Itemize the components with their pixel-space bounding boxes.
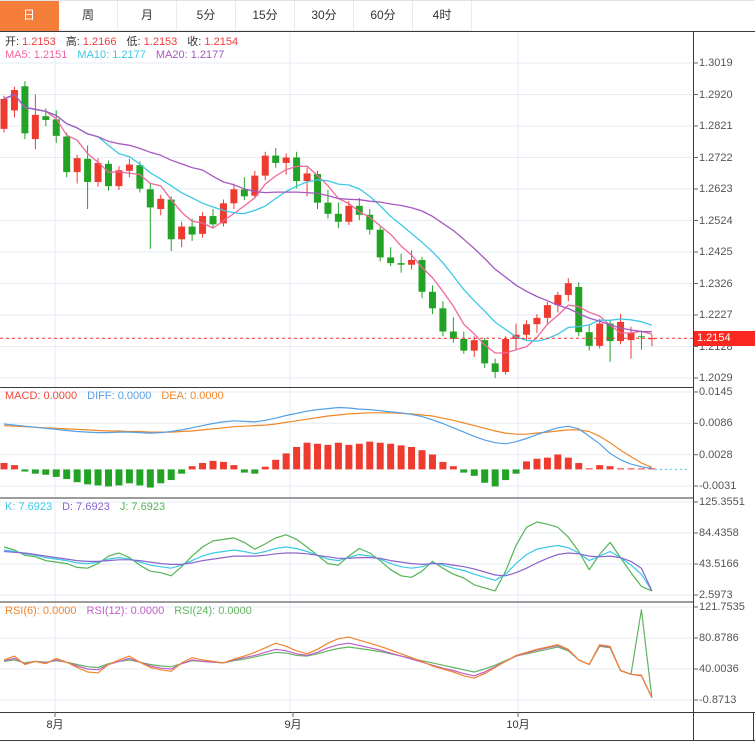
- tab-bar: 日周月 5分 15分 30分 60分 4时: [0, 0, 755, 31]
- header-separator: [0, 31, 755, 32]
- tab-week[interactable]: 周: [59, 1, 118, 31]
- ma-legend-item: MA5: 1.2151: [5, 49, 68, 61]
- axis-tick-label: 1.2623: [699, 183, 733, 195]
- rsi-legend-item: RSI(12): 0.0000: [86, 605, 165, 617]
- tab-30min[interactable]: 30分: [295, 1, 354, 31]
- axis-tick-label: -0.8713: [699, 694, 737, 706]
- macd-readout: MACD: 0.0000 DIFF: 0.0000 DEA: 0.0000: [5, 390, 234, 402]
- macd-legend-item: DIFF: 0.0000: [87, 390, 152, 402]
- tab-5min[interactable]: 5分: [177, 1, 236, 31]
- axis-tick-label: 0.0086: [699, 417, 733, 430]
- macd-legend-item: MACD: 0.0000: [5, 390, 78, 402]
- kdj-readout: K: 7.6923 D: 7.6923 J: 7.6923: [5, 501, 175, 513]
- axis-tick-label: 1.2920: [699, 88, 733, 101]
- rsi-readout: RSI(6): 0.0000 RSI(12): 0.0000 RSI(24): 0.…: [5, 605, 262, 617]
- axis-tick-label: 2.5973: [699, 589, 733, 601]
- axis-tick-label: 1.2227: [699, 309, 733, 321]
- tab-4hour[interactable]: 4时: [413, 1, 472, 31]
- tab-month[interactable]: 月: [118, 1, 177, 31]
- macd-legend-item: DEA: 0.0000: [161, 390, 224, 402]
- axis-tick-label: 0.0145: [699, 386, 733, 398]
- kdj-legend-item: J: 7.6923: [119, 501, 166, 513]
- axis-tick-label: 80.8786: [699, 632, 739, 644]
- rsi-legend-item: RSI(6): 0.0000: [5, 605, 77, 617]
- ohlc-readout: 开: 1.2153 高: 1.2166 低: 1.2153 收: 1.2154: [5, 33, 248, 49]
- ma-readout: MA5: 1.2151 MA10: 1.2177 MA20: 1.2177: [5, 49, 234, 61]
- axis-tick-label: 1.2722: [699, 151, 733, 164]
- axis-tick-label: 43.5166: [699, 558, 739, 570]
- axis-tick-label: -0.0031: [699, 480, 737, 492]
- rsi-legend-item: RSI(24): 0.0000: [174, 605, 252, 617]
- axis-tick-label: 84.4358: [699, 527, 739, 539]
- ohlc-legend-item: 高: 1.2166: [65, 36, 117, 48]
- kdj-legend-item: K: 7.6923: [5, 501, 53, 513]
- axis-tick-label: 1.2326: [699, 277, 733, 290]
- current-price-badge: 1.2154: [694, 331, 755, 346]
- kdj-legend-item: D: 7.6923: [62, 501, 110, 513]
- axis-tick-label: 40.0036: [699, 663, 739, 675]
- month-label: 8月: [46, 719, 64, 731]
- ohlc-legend-item: 开: 1.2153: [5, 36, 56, 48]
- ohlc-legend-item: 低: 1.2153: [126, 36, 178, 48]
- tab-day[interactable]: 日: [0, 1, 59, 31]
- axis-tick-label: 0.0028: [699, 448, 733, 461]
- axis-tick-label: 1.2821: [699, 120, 733, 132]
- axis-tick-label: 125.3551: [699, 496, 745, 508]
- axis-tick-label: 1.2524: [699, 214, 733, 227]
- axis-tick-label: 121.7535: [699, 601, 745, 613]
- axis-tick-label: 1.2425: [699, 246, 733, 258]
- axis-tick-label: 1.3019: [699, 57, 733, 69]
- tab-15min[interactable]: 15分: [236, 1, 295, 31]
- month-label: 10月: [506, 719, 530, 731]
- month-label: 9月: [284, 719, 302, 731]
- ma-legend-item: MA20: 1.2177: [155, 49, 225, 61]
- tab-60min[interactable]: 60分: [354, 1, 413, 31]
- ohlc-legend-item: 收: 1.2154: [187, 36, 239, 48]
- axis-tick-label: 1.2029: [699, 372, 733, 384]
- ma-legend-item: MA10: 1.2177: [77, 49, 146, 61]
